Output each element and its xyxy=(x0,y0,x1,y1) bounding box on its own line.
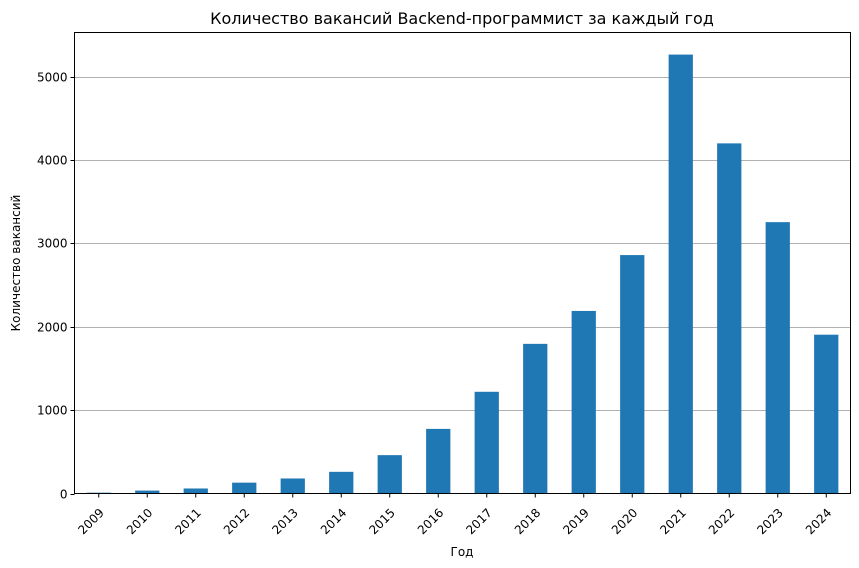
chart-title: Количество вакансий Backend-программист … xyxy=(210,9,714,28)
y-tick-label: 2000 xyxy=(37,321,68,335)
x-tick-label: 2020 xyxy=(609,506,640,537)
y-tick-label: 1000 xyxy=(37,404,68,418)
bars xyxy=(86,54,839,494)
y-tick-label: 4000 xyxy=(37,154,68,168)
bar-2013 xyxy=(280,478,305,494)
bar-2018 xyxy=(523,343,548,494)
x-tick-label: 2009 xyxy=(75,506,106,537)
bar-2012 xyxy=(232,482,257,494)
x-axis-ticks: 2009 2010 2011 2012 2013 2014 2015 2016 2017 2018… xyxy=(75,493,834,537)
bar-2010 xyxy=(135,490,160,494)
x-tick-label: 2010 xyxy=(124,506,155,537)
x-tick-label: 2016 xyxy=(415,506,446,537)
x-tick-label: 2019 xyxy=(560,506,591,537)
x-tick-label: 2013 xyxy=(269,506,300,537)
x-tick-label: 2023 xyxy=(754,506,785,537)
x-tick-label: 2018 xyxy=(512,506,543,537)
bar-2021 xyxy=(668,54,693,494)
x-tick-label: 2015 xyxy=(366,506,397,537)
y-tick-label: 3000 xyxy=(37,237,68,251)
bar-2020 xyxy=(620,255,645,494)
bar-2023 xyxy=(765,222,790,494)
bar-2015 xyxy=(377,455,402,494)
y-tick-label: 5000 xyxy=(37,71,68,85)
y-tick-label: 0 xyxy=(60,488,68,502)
bar-2019 xyxy=(571,310,596,494)
x-tick-label: 2011 xyxy=(172,506,203,537)
x-tick-label: 2022 xyxy=(706,506,737,537)
bar-2024 xyxy=(814,334,839,494)
bar-2017 xyxy=(474,391,499,494)
x-tick-label: 2021 xyxy=(657,506,688,537)
y-axis-label: Количество вакансий xyxy=(9,195,23,332)
x-tick-label: 2012 xyxy=(221,506,252,537)
bar-2014 xyxy=(329,471,354,494)
x-axis-label: Год xyxy=(451,545,474,559)
bar-2016 xyxy=(426,428,451,494)
y-axis-ticks: 0 1000 2000 3000 4000 5000 xyxy=(37,71,75,502)
x-tick-label: 2014 xyxy=(318,506,349,537)
bar-2011 xyxy=(183,488,208,494)
plot-frame xyxy=(74,32,851,494)
x-tick-label: 2024 xyxy=(803,506,834,537)
x-tick-label: 2017 xyxy=(463,506,494,537)
bar-2022 xyxy=(717,143,742,494)
